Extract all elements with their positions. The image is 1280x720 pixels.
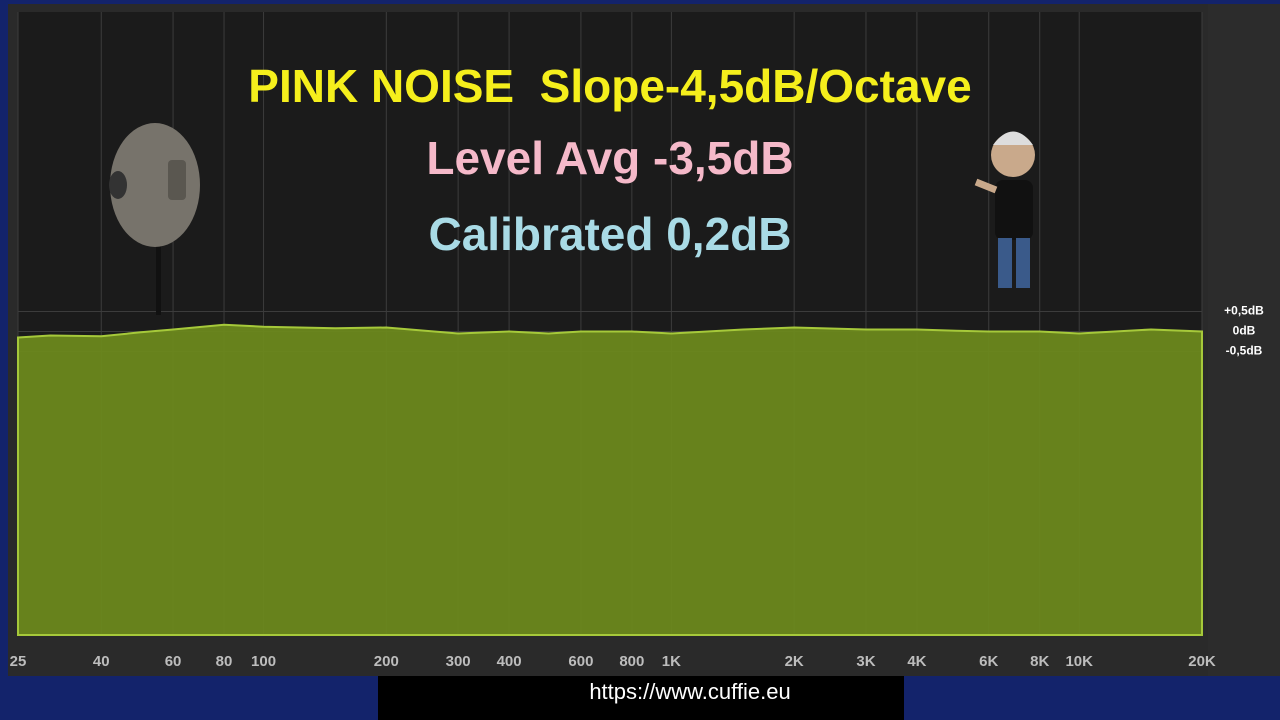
x-tick-label: 40 — [93, 653, 110, 670]
x-tick-label: 3K — [856, 653, 875, 670]
x-tick-label: 800 — [619, 653, 644, 670]
x-tick-label: 80 — [216, 653, 233, 670]
x-tick-label: 4K — [907, 653, 926, 670]
spectrum-area — [17, 323, 1203, 636]
x-tick-label: 60 — [165, 653, 182, 670]
x-tick-label: 10K — [1065, 653, 1093, 670]
x-tick-label: 25 — [10, 653, 27, 670]
y-tick-label: -0,5dB — [1226, 344, 1263, 358]
side-panel — [1208, 4, 1280, 676]
x-tick-label: 200 — [374, 653, 399, 670]
mic-head-icon — [109, 123, 200, 315]
annotation: Calibrated 0,2dB — [429, 208, 792, 260]
person-icon — [974, 131, 1035, 288]
x-tick-label: 8K — [1030, 653, 1049, 670]
y-tick-label: +0,5dB — [1224, 304, 1264, 318]
x-tick-label: 300 — [446, 653, 471, 670]
annotation: PINK NOISE Slope-4,5dB/Octave — [248, 60, 971, 112]
annotation: Level Avg -3,5dB — [426, 132, 793, 184]
x-tick-label: 6K — [979, 653, 998, 670]
x-tick-label: 20K — [1188, 653, 1216, 670]
footer-url: https://www.cuffie.eu — [589, 679, 790, 704]
x-tick-label: 1K — [662, 653, 681, 670]
marks — [17, 323, 1203, 636]
x-tick-label: 600 — [568, 653, 593, 670]
footer-bar — [378, 676, 904, 720]
x-tick-label: 2K — [785, 653, 804, 670]
x-tick-label: 400 — [497, 653, 522, 670]
x-tick-label: 100 — [251, 653, 276, 670]
y-tick-label: 0dB — [1233, 324, 1256, 338]
